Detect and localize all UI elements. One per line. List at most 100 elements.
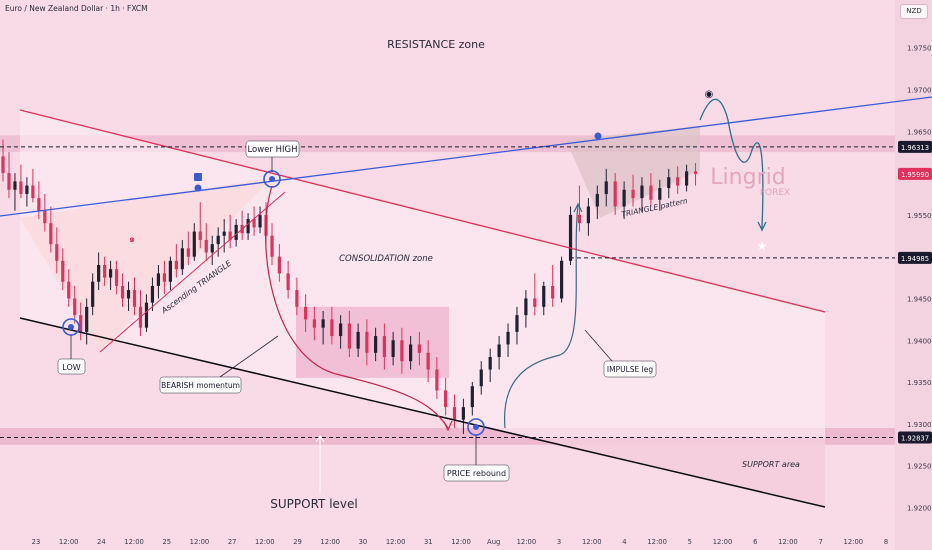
x-tick-label: 12:00 <box>582 538 602 546</box>
candle-body <box>114 269 119 286</box>
price-tag-resistance: 1.96313 <box>898 140 932 153</box>
x-tick-label: 31 <box>424 538 433 546</box>
resistance-zone-label: RESISTANCE zone <box>387 38 485 51</box>
x-tick-label: 4 <box>622 538 626 546</box>
candle-body <box>7 173 11 190</box>
candle-body <box>73 298 77 316</box>
rising-trendline <box>0 96 932 217</box>
y-tick-label: 1.94000 <box>907 337 932 345</box>
x-tick-label: 12:00 <box>713 538 733 546</box>
lower-high-label: Lower HIGH <box>247 145 297 155</box>
candle-body <box>461 407 465 420</box>
candle-body <box>295 290 299 307</box>
candle-body <box>43 210 47 224</box>
y-tick-label: 1.92500 <box>907 463 932 471</box>
candle-body <box>524 298 528 316</box>
candle-body <box>67 281 71 299</box>
candle-body <box>693 171 698 174</box>
pivot-dot <box>68 324 74 330</box>
triangle-pattern-fill <box>566 126 700 218</box>
low-label: LOW <box>62 363 80 372</box>
x-tick-label: 12:00 <box>844 538 864 546</box>
candle-body <box>595 193 599 207</box>
candle-body <box>210 244 214 253</box>
candle-body <box>13 181 17 190</box>
currency-button[interactable]: NZD <box>900 4 928 19</box>
candle-body <box>222 231 226 236</box>
x-tick-label: 12:00 <box>517 538 537 546</box>
low-callout: LOW <box>57 358 86 375</box>
candle-body <box>444 390 448 408</box>
candle-body <box>198 231 202 240</box>
axis-background <box>895 0 932 550</box>
candle-body <box>560 260 564 299</box>
candle-body <box>452 407 457 420</box>
ascending-triangle-fill <box>20 178 272 352</box>
touch-dot <box>194 184 202 192</box>
candle-body <box>180 248 184 270</box>
price-rebound-label: PRICE rebound <box>447 469 506 478</box>
candle-body <box>649 185 653 200</box>
chart-title: Euro / New Zealand Dollar · 1h · FXCM <box>5 4 148 13</box>
x-tick-label: 12:00 <box>59 538 79 546</box>
candle-body <box>409 344 413 362</box>
candle-body <box>246 219 250 234</box>
candle-body <box>31 185 35 199</box>
x-tick-label: 12:00 <box>451 538 471 546</box>
candle-body <box>330 319 334 337</box>
x-tick-label: 8 <box>884 538 888 546</box>
candle-body <box>234 224 238 240</box>
watermark-lingrid: Lingrid <box>710 165 785 190</box>
candle-body <box>286 273 290 291</box>
price-tag-box <box>898 431 932 444</box>
candle-body <box>586 206 590 224</box>
candle-body <box>126 290 131 299</box>
projection-arrow-head <box>757 221 767 232</box>
x-tick-label: 12:00 <box>386 538 406 546</box>
candle-body <box>25 185 29 194</box>
candle-body <box>37 198 41 211</box>
candle-body <box>533 298 537 307</box>
support-area-label: SUPPORT area <box>742 460 800 469</box>
candle-body <box>97 265 101 282</box>
candle-body <box>470 386 474 408</box>
x-tick-label: Aug <box>487 538 500 546</box>
candle-body <box>542 285 546 307</box>
x-tick-label: 30 <box>359 538 368 546</box>
info-flag-icon <box>194 173 202 181</box>
star-icon: ★ <box>757 239 768 253</box>
x-tick-label: 12:00 <box>255 538 275 546</box>
candle-body <box>622 189 626 207</box>
candle-body <box>277 256 281 274</box>
candle-body <box>479 369 483 387</box>
impulse-leg-label: IMPULSE leg <box>607 365 653 374</box>
candle-body <box>667 177 671 189</box>
y-tick-label: 1.93500 <box>907 379 932 387</box>
candle-body <box>228 231 232 240</box>
candle-body <box>19 181 23 194</box>
candle-body <box>506 331 510 345</box>
candle-body <box>426 352 430 370</box>
impulse-arrow-head <box>573 202 583 213</box>
support-level-label: SUPPORT level <box>270 497 357 511</box>
candle-body <box>103 265 107 278</box>
candle-body <box>216 235 220 245</box>
price-rebound-callout: PRICE rebound <box>443 464 510 482</box>
x-tick-label: 5 <box>688 538 692 546</box>
y-tick-label: 1.97000 <box>907 86 932 94</box>
candle-body <box>168 260 172 282</box>
ascending-triangle-support <box>99 191 286 353</box>
snail-icon: ๑ <box>129 234 135 245</box>
y-tick-label: 1.93000 <box>907 421 932 429</box>
bearish-momentum-label: BEARISH momentum <box>161 381 240 390</box>
candle-body <box>79 315 83 332</box>
candle-body <box>312 319 316 328</box>
candle-body <box>91 281 95 307</box>
candle-body <box>676 177 680 186</box>
price-tag-label: 1.94985 <box>901 255 929 263</box>
candle-body <box>356 331 360 349</box>
price-tag-box <box>898 167 932 180</box>
candle-body <box>321 319 325 328</box>
candle-body <box>685 171 689 186</box>
